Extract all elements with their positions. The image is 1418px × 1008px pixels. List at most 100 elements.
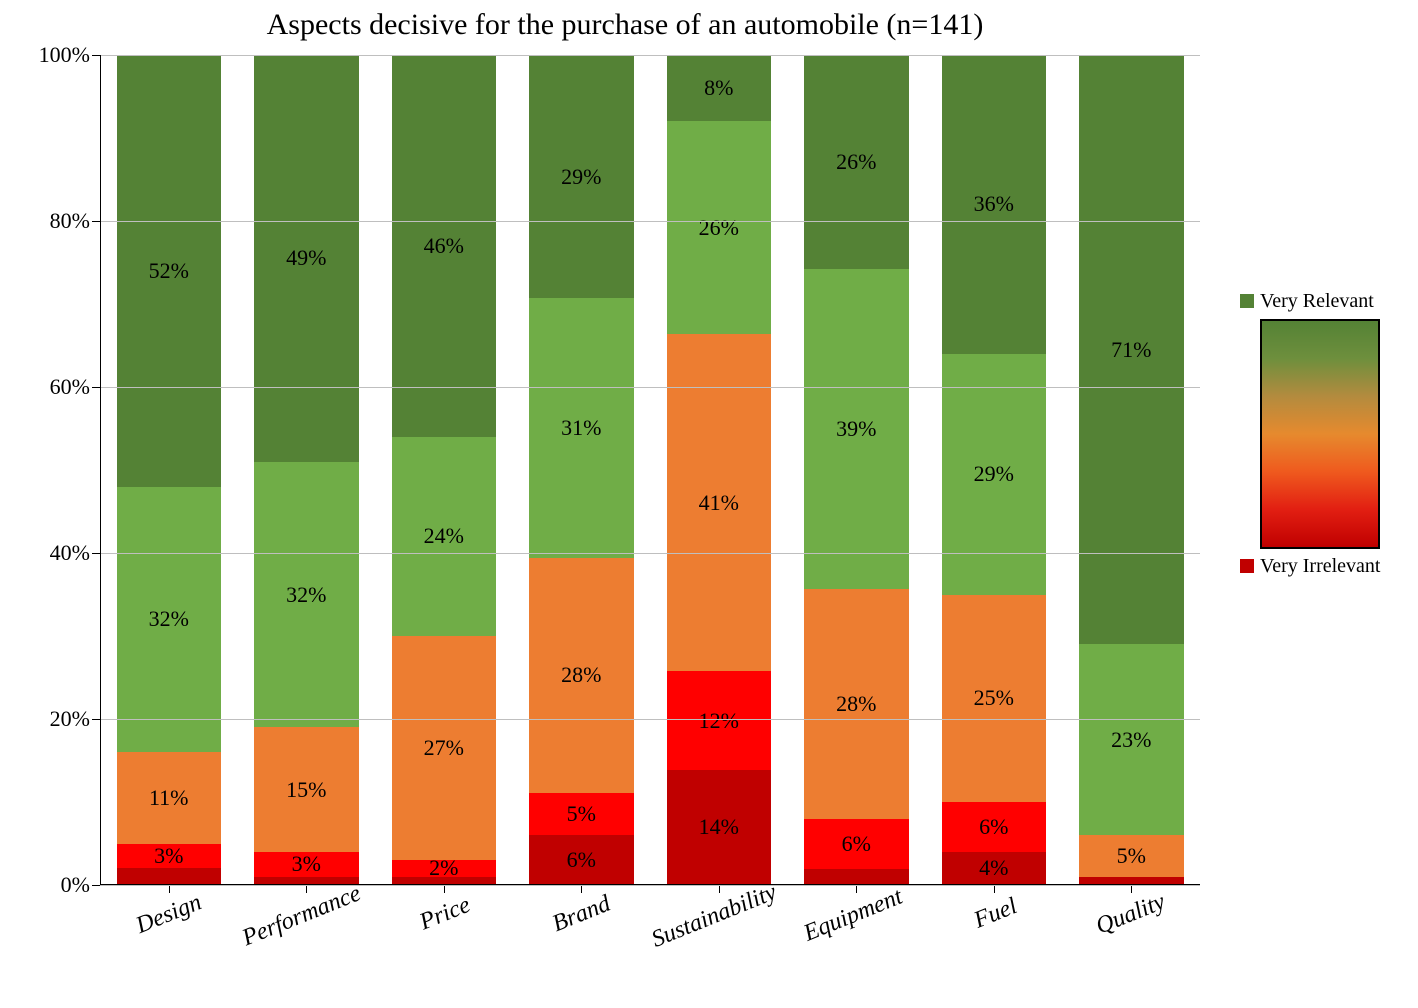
- bar-slot: 3%11% 32% 52%: [100, 55, 238, 885]
- stacked-bar: 3%11% 32% 52%: [117, 55, 222, 885]
- bar-segment-irrelevant: 6%: [942, 802, 1047, 852]
- gridline: [100, 387, 1200, 388]
- bar-segment-label: 32%: [286, 582, 326, 608]
- x-label-slot: Equipment: [788, 890, 926, 1000]
- bar-segment-label: 14%: [699, 814, 739, 840]
- bar-segment-relevant: 24%: [392, 437, 497, 636]
- bar-segment-label: 25%: [974, 685, 1014, 711]
- legend-gradient-icon: [1260, 319, 1380, 549]
- bar-segment-relevant: 39%: [804, 269, 909, 589]
- y-axis-tick: [92, 221, 100, 222]
- bar-segment-very-irrelevant: 4%: [942, 852, 1047, 885]
- y-axis-tick-label: 80%: [30, 208, 90, 234]
- bar-segment-label: 29%: [561, 164, 601, 190]
- y-axis-tick: [92, 387, 100, 388]
- bar-segment-very-relevant: 46%: [392, 55, 497, 437]
- bar-slot: 2%27%24%46%: [375, 55, 513, 885]
- bar-segment-very-relevant: 49%: [254, 55, 359, 462]
- bar-segment-label: 6%: [842, 831, 871, 857]
- bar-segment-label: 5%: [567, 801, 596, 827]
- gridline: [100, 885, 1200, 886]
- stacked-bar: 3%15% 32% 49%: [254, 55, 359, 885]
- bar-segment-relevant: 29%: [942, 354, 1047, 595]
- x-axis-category-label: Design: [132, 889, 205, 940]
- legend-item-very-irrelevant: Very Irrelevant: [1240, 555, 1405, 578]
- bar-slot: 6%5%28%31%29%: [513, 55, 651, 885]
- x-label-slot: Performance: [238, 890, 376, 1000]
- bar-segment-relevant: 32%: [117, 487, 222, 753]
- bar-segment-relevant: 23%: [1079, 644, 1184, 835]
- bar-segment-very-relevant: 71%: [1079, 55, 1184, 644]
- bar-slot: 14% 12% 41% 26% 8%: [650, 55, 788, 885]
- y-axis-tick: [92, 885, 100, 886]
- y-axis-tick: [92, 55, 100, 56]
- bar-segment-irrelevant: 3%: [117, 844, 222, 869]
- stacked-bar: 2%27%24%46%: [392, 55, 497, 885]
- y-axis-tick-label: 60%: [30, 374, 90, 400]
- y-axis-tick-label: 0%: [30, 872, 90, 898]
- legend-swatch-icon: [1240, 559, 1254, 573]
- y-axis-tick: [92, 719, 100, 720]
- gridline: [100, 553, 1200, 554]
- bar-segment-very-irrelevant: 6%: [529, 835, 634, 885]
- bar-segment-very-irrelevant: [804, 869, 909, 885]
- bar-segment-label: 31%: [561, 415, 601, 441]
- bar-segment-neutral: 28%: [804, 589, 909, 819]
- stacked-bar: 5% 23% 71%: [1079, 55, 1184, 885]
- bar-segment-very-relevant: 36%: [942, 55, 1047, 354]
- bar-segment-neutral: 41%: [667, 334, 772, 671]
- y-axis-tick-label: 40%: [30, 540, 90, 566]
- bar-slot: 4% 6% 25% 29%36%: [925, 55, 1063, 885]
- bar-segment-very-irrelevant: 14%: [667, 770, 772, 885]
- x-label-slot: Quality: [1063, 890, 1201, 1000]
- bar-segment-label: 4%: [979, 855, 1008, 881]
- bar-segment-irrelevant: 5%: [529, 793, 634, 835]
- bar-segment-label: 8%: [704, 75, 733, 101]
- legend-item-very-relevant: Very Relevant: [1240, 290, 1405, 313]
- bar-segment-label: 3%: [154, 843, 183, 869]
- bar-segment-label: 26%: [836, 149, 876, 175]
- bar-segment-irrelevant: 3%: [254, 852, 359, 877]
- bar-segment-label: 26%: [699, 215, 739, 241]
- bar-segment-very-irrelevant: [117, 868, 222, 885]
- bar-segment-neutral: 11%: [117, 752, 222, 843]
- bar-segment-neutral: 5%: [1079, 835, 1184, 877]
- legend-label-bottom: Very Irrelevant: [1260, 555, 1381, 578]
- x-axis-category-label: Brand: [549, 891, 615, 939]
- chart-title: Aspects decisive for the purchase of an …: [20, 0, 1230, 52]
- x-axis-category-label: Fuel: [970, 893, 1021, 935]
- stacked-bar: 6% 28% 39% 26%: [804, 55, 909, 885]
- stacked-bar: 4% 6% 25% 29%36%: [942, 55, 1047, 885]
- legend-label-top: Very Relevant: [1260, 290, 1374, 313]
- bar-segment-label: 12%: [699, 708, 739, 734]
- y-axis-line: [100, 55, 101, 885]
- gridline: [100, 55, 1200, 56]
- bar-segment-label: 52%: [149, 258, 189, 284]
- bar-segment-relevant: 32%: [254, 462, 359, 728]
- gridline: [100, 719, 1200, 720]
- bar-segment-label: 5%: [1117, 843, 1146, 869]
- bars-row: 3%11%32%52%3%15%32%49%2%27%24%46%6%5%28%…: [100, 55, 1200, 885]
- bar-slot: 3%15% 32% 49%: [238, 55, 376, 885]
- x-label-slot: Price: [375, 890, 513, 1000]
- x-axis-line: [100, 884, 1200, 885]
- x-axis-labels: Design Performance Price Brand Sustainabilit…: [100, 890, 1200, 1000]
- bar-segment-very-relevant: 52%: [117, 55, 222, 487]
- bar-segment-label: 71%: [1111, 337, 1151, 363]
- x-label-slot: Sustainability: [650, 890, 788, 1000]
- bar-segment-neutral: 15%: [254, 727, 359, 852]
- y-axis-tick-label: 20%: [30, 706, 90, 732]
- x-axis-category-label: Performance: [239, 880, 365, 952]
- bar-segment-label: 32%: [149, 606, 189, 632]
- x-axis-category-label: Price: [416, 892, 474, 937]
- bar-segment-label: 27%: [424, 735, 464, 761]
- bar-segment-label: 46%: [424, 233, 464, 259]
- bar-segment-label: 41%: [699, 490, 739, 516]
- bar-segment-label: 28%: [836, 691, 876, 717]
- x-label-slot: Brand: [513, 890, 651, 1000]
- y-axis-tick: [92, 553, 100, 554]
- stacked-bar: 6%5%28%31%29%: [529, 55, 634, 885]
- bar-segment-relevant: 26%: [667, 121, 772, 335]
- bar-segment-very-relevant: 26%: [804, 55, 909, 269]
- bar-segment-label: 6%: [567, 847, 596, 873]
